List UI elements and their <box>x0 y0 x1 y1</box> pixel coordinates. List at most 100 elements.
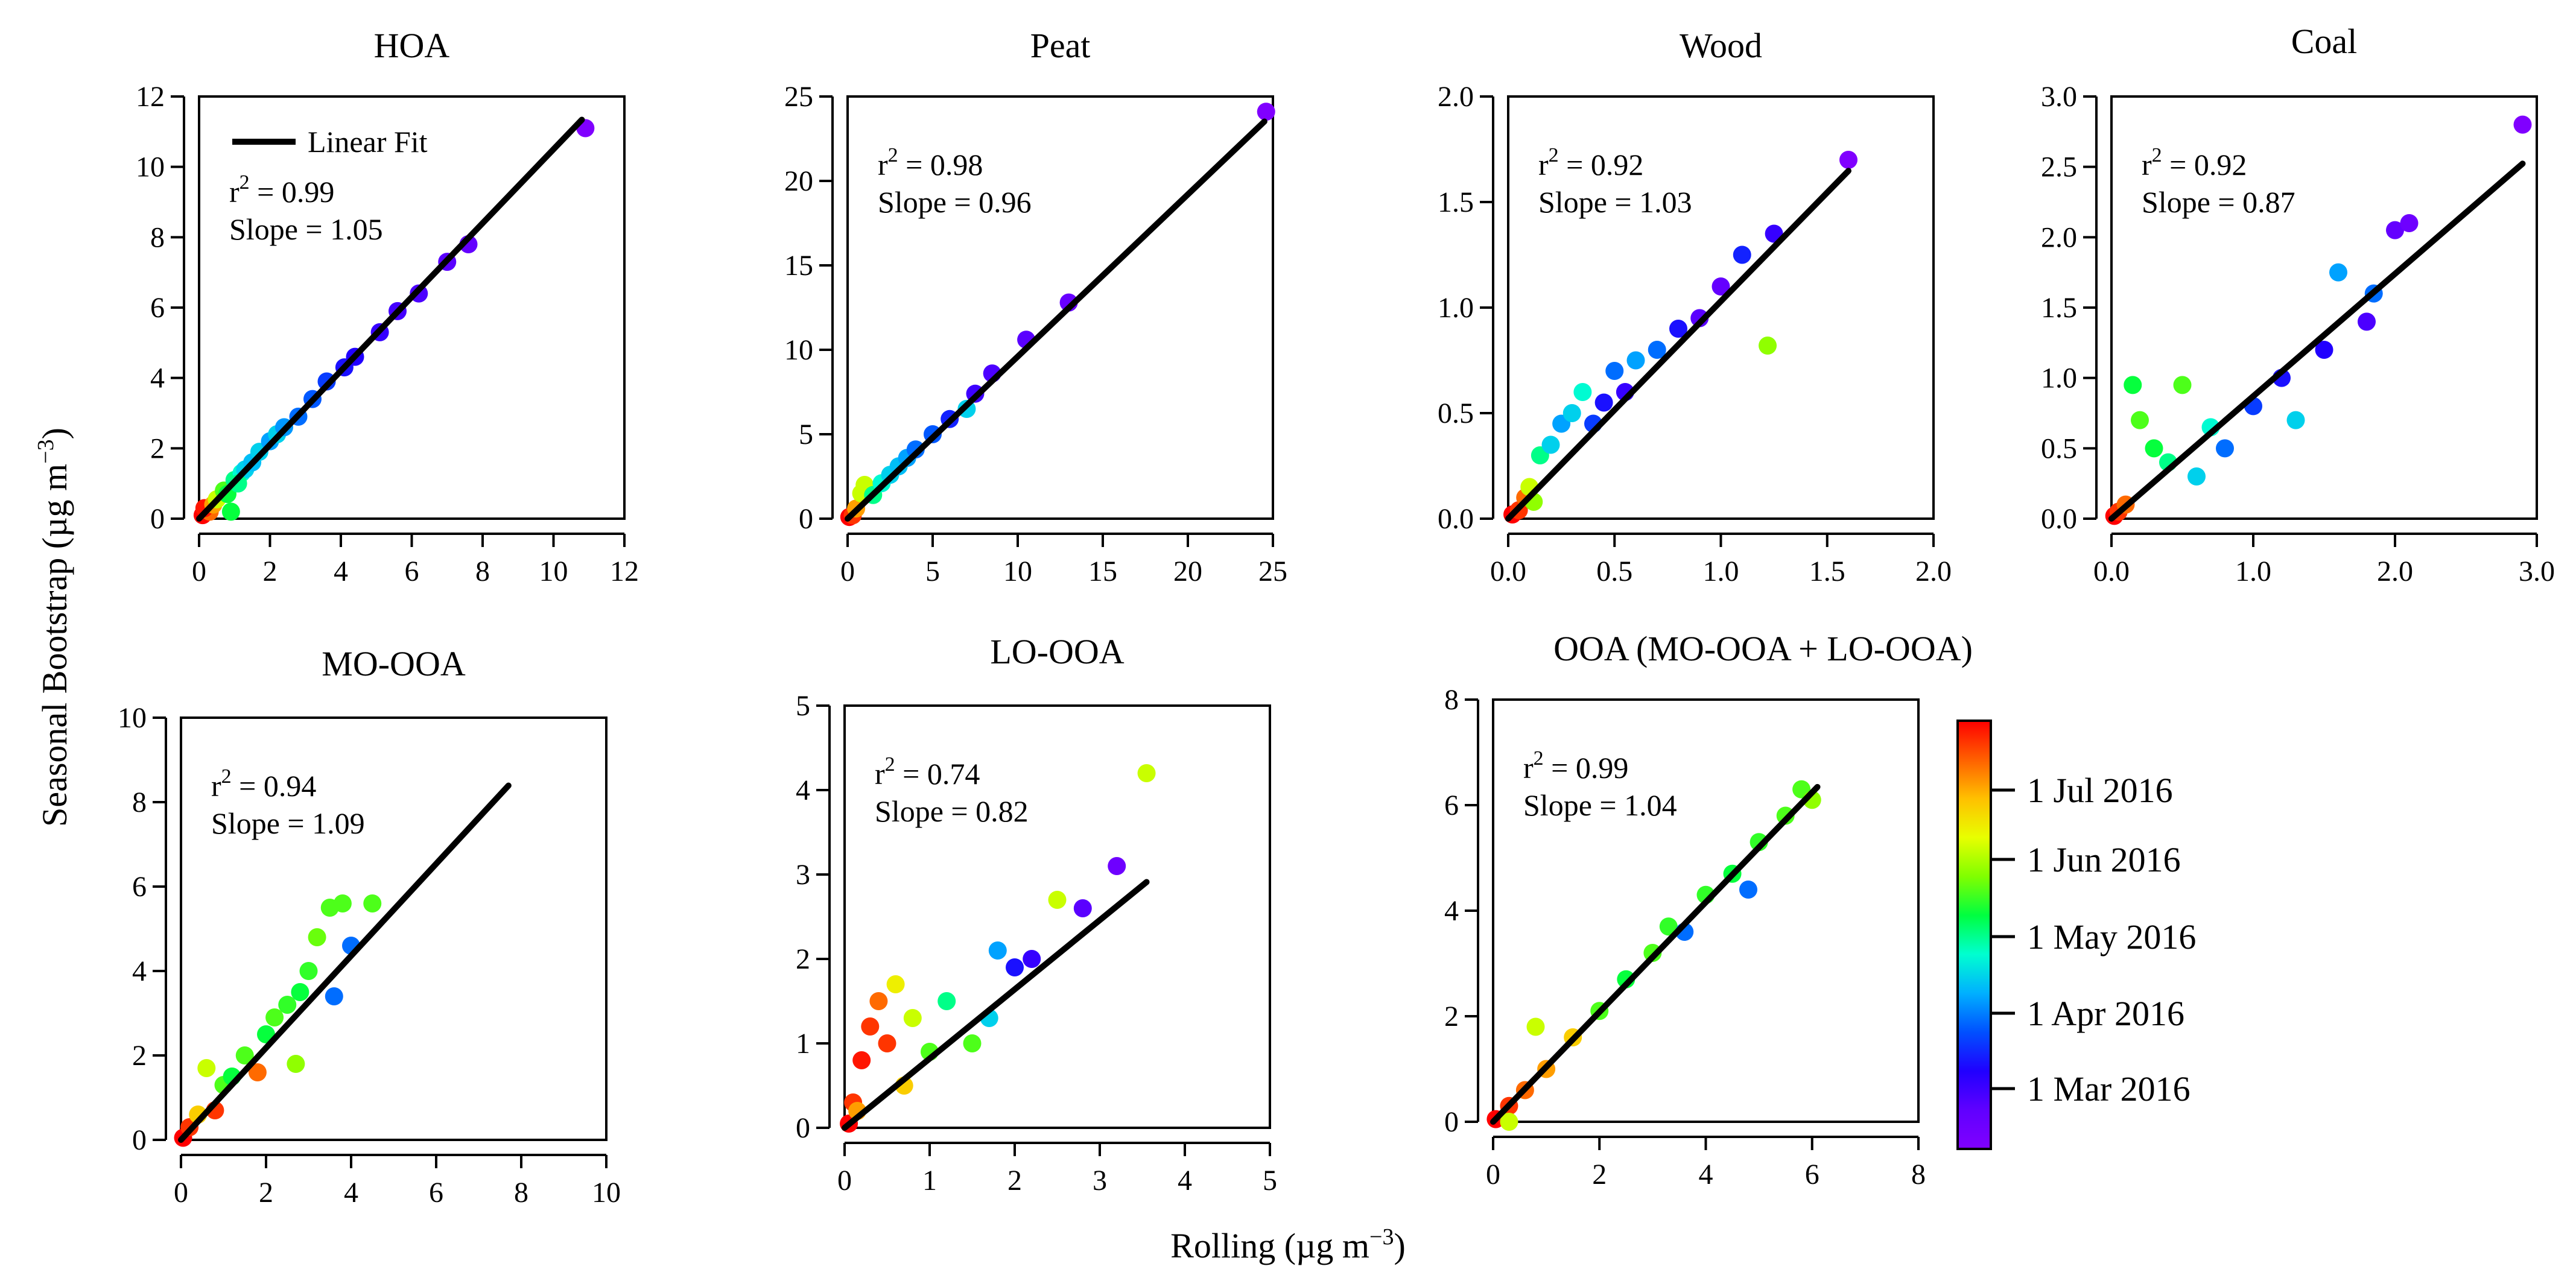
colorbar-gradient <box>1956 720 1992 1150</box>
slope-annotation: Slope = 0.82 <box>875 794 1029 828</box>
y-tick-label: 8 <box>150 221 165 253</box>
colorbar-tick-label: 1 Apr 2016 <box>2027 994 2184 1033</box>
slope-annotation: Slope = 1.03 <box>1538 185 1692 219</box>
data-point <box>197 1059 216 1077</box>
plot-frame <box>2110 95 2538 520</box>
plot-frame <box>198 95 626 520</box>
data-point <box>1562 404 1581 422</box>
data-point <box>235 1046 254 1064</box>
data-point <box>861 1017 880 1036</box>
linear-fit-line <box>2108 160 2526 522</box>
y-tick-label: 1.0 <box>1438 292 1474 324</box>
data-point <box>1659 917 1678 936</box>
data-point <box>2286 411 2305 429</box>
data-point <box>1839 151 1857 169</box>
ooa-caption: OOA (MO-OOA + LO-OOA) <box>1553 629 1973 668</box>
y-tick-label: 4 <box>132 955 147 987</box>
data-point <box>1137 764 1156 782</box>
data-point <box>2329 263 2347 282</box>
x-tick-label: 2 <box>259 1177 273 1209</box>
x-tick-label: 0 <box>840 555 855 587</box>
x-tick-label: 5 <box>925 555 940 587</box>
data-point <box>903 1009 922 1027</box>
x-tick-label: 4 <box>1699 1159 1713 1191</box>
colorbar-tick-label: 1 Jun 2016 <box>2027 840 2181 879</box>
x-tick-label: 1.0 <box>2235 555 2271 587</box>
linear-fit-line <box>1490 783 1821 1125</box>
y-tick-label: 0 <box>796 1112 810 1144</box>
panel-title: LO-OOA <box>990 632 1124 671</box>
r2-annotation: r2 = 0.98 <box>878 144 983 182</box>
panel-title: HOA <box>374 26 450 65</box>
data-point <box>1739 881 1757 899</box>
y-tick-label: 0 <box>799 503 813 535</box>
data-point <box>2131 411 2149 429</box>
y-tick-label: 4 <box>1444 895 1459 927</box>
x-tick-label: 10 <box>592 1177 621 1209</box>
x-tick-label: 10 <box>539 555 568 587</box>
data-point <box>906 440 925 459</box>
data-point <box>265 1008 284 1026</box>
x-tick-label: 8 <box>514 1177 528 1209</box>
x-tick-label: 0.0 <box>2093 555 2130 587</box>
data-point <box>1108 857 1126 875</box>
colorbar: 1 Jul 2016 1 Jun 2016 1 May 2016 1 Apr 2016… <box>1956 720 2196 1150</box>
data-point <box>2315 341 2333 359</box>
slope-annotation: Slope = 1.04 <box>1523 788 1677 822</box>
panel-title: Peat <box>1030 26 1091 65</box>
data-point <box>2187 467 2206 486</box>
y-tick-label: 12 <box>136 81 165 113</box>
y-tick-label: 0 <box>150 503 165 535</box>
data-point <box>2400 214 2419 232</box>
x-tick-label: 15 <box>1088 555 1117 587</box>
x-tick-label: 4 <box>344 1177 358 1209</box>
y-axis-label: Seasonal Bootstrap (µg m−3) <box>33 428 74 827</box>
y-tick-label: 3.0 <box>2041 81 2077 113</box>
y-tick-label: 25 <box>784 81 813 113</box>
data-point <box>937 992 956 1010</box>
r2-annotation: r2 = 0.99 <box>1523 747 1628 785</box>
x-tick-label: 0 <box>1486 1159 1500 1191</box>
x-tick-label: 0 <box>174 1177 188 1209</box>
y-tick-label: 2 <box>150 432 165 464</box>
data-point <box>221 502 240 521</box>
x-tick-label: 20 <box>1173 555 1202 587</box>
slope-annotation: Slope = 1.09 <box>211 806 365 840</box>
data-point <box>1073 899 1092 917</box>
y-tick-label: 10 <box>784 334 813 366</box>
x-tick-label: 0 <box>192 555 206 587</box>
panel-title: Coal <box>2291 22 2358 61</box>
legend-fit-label: Linear Fit <box>308 125 428 159</box>
slope-annotation: Slope = 1.05 <box>229 212 383 246</box>
panel-title: Wood <box>1680 26 1762 65</box>
x-tick-label: 2 <box>1592 1159 1607 1191</box>
linear-fit-line <box>842 879 1150 1131</box>
y-tick-label: 15 <box>784 250 813 282</box>
data-point <box>1048 891 1067 909</box>
y-tick-label: 1.0 <box>2041 362 2077 394</box>
x-tick-label: 8 <box>1911 1159 1926 1191</box>
x-tick-label: 1.5 <box>1809 555 1845 587</box>
y-tick-label: 2 <box>1444 1001 1459 1033</box>
data-point <box>291 983 309 1001</box>
y-tick-label: 0.5 <box>2041 432 2077 464</box>
x-tick-label: 12 <box>610 555 639 587</box>
r2-annotation: r2 = 0.94 <box>211 765 316 803</box>
y-tick-label: 5 <box>796 690 810 722</box>
x-tick-label: 2.0 <box>1915 555 1952 587</box>
x-tick-label: 6 <box>429 1177 443 1209</box>
data-point <box>1500 1113 1518 1131</box>
panel-title: MO-OOA <box>322 644 466 683</box>
y-tick-label: 1.5 <box>1438 186 1474 218</box>
data-point <box>852 1051 871 1069</box>
x-tick-label: 2 <box>1007 1165 1022 1197</box>
plot-frame <box>843 704 1271 1129</box>
y-tick-label: 1.5 <box>2041 292 2077 324</box>
slope-annotation: Slope = 0.87 <box>2142 185 2295 219</box>
x-tick-label: 10 <box>1003 555 1032 587</box>
y-tick-label: 2 <box>796 943 810 975</box>
